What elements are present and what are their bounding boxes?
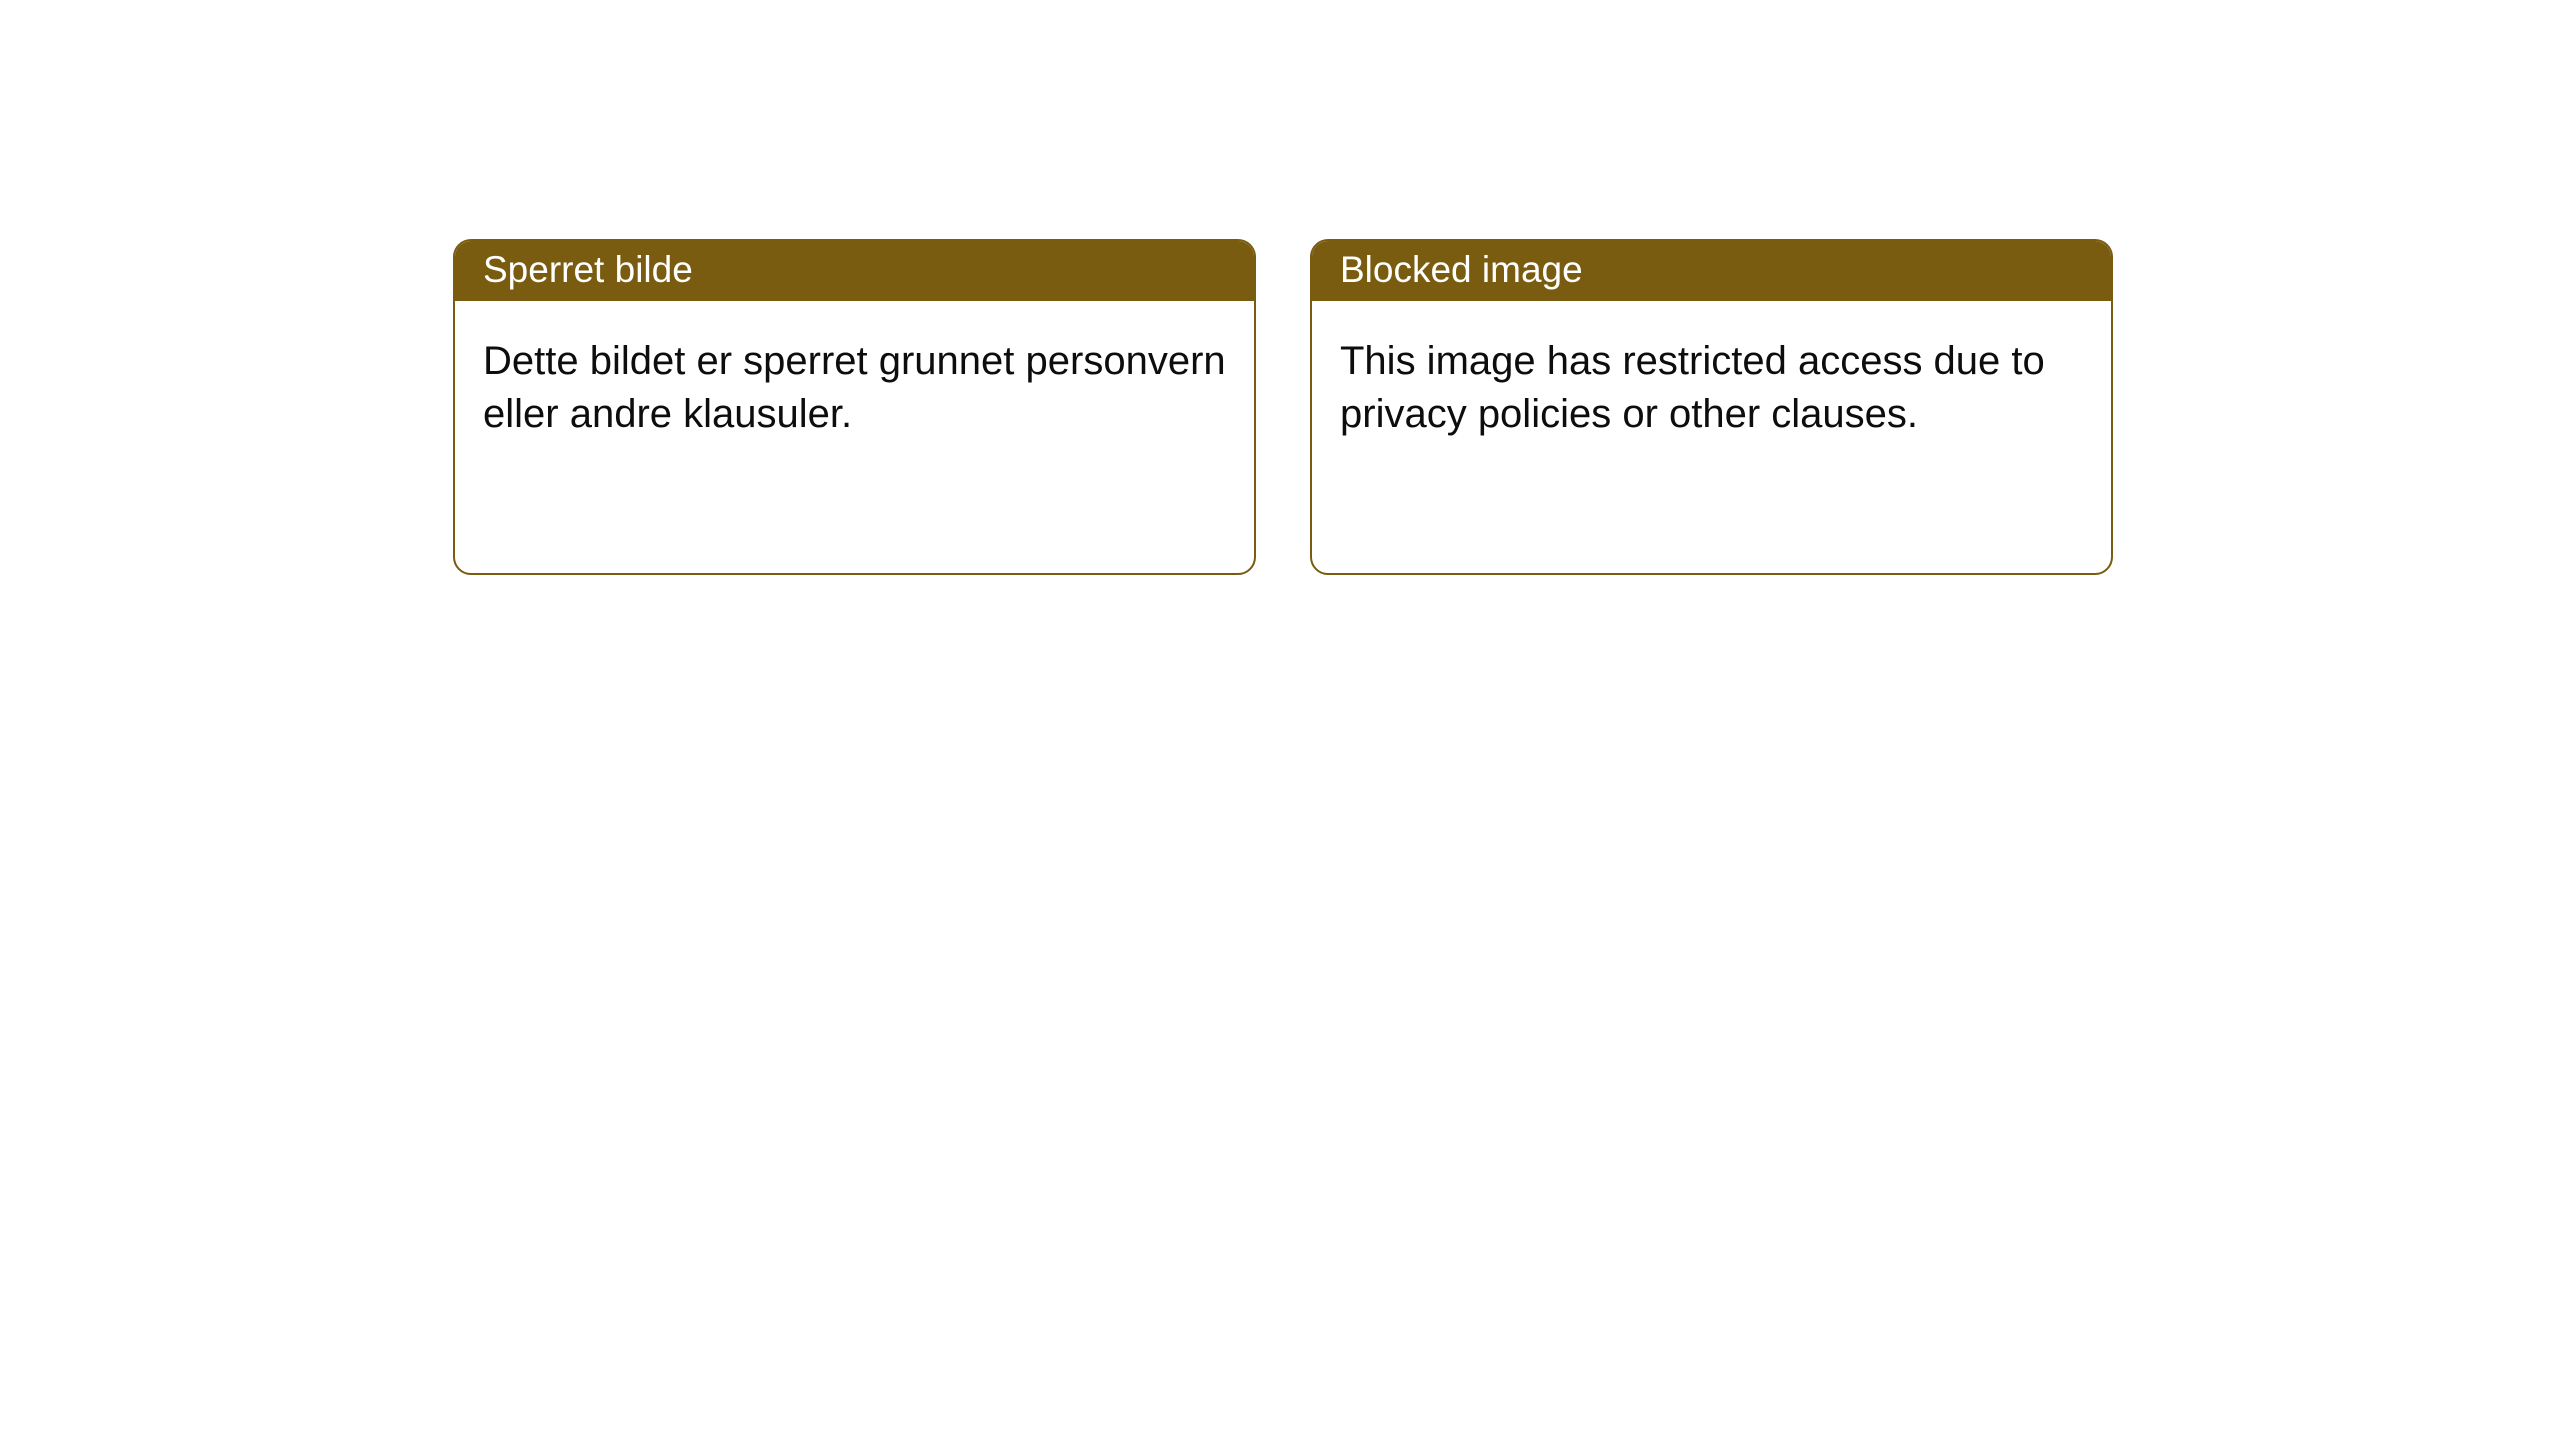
notice-card-body: Dette bildet er sperret grunnet personve…	[455, 301, 1254, 469]
notice-card-title: Sperret bilde	[455, 241, 1254, 301]
notice-card-body: This image has restricted access due to …	[1312, 301, 2111, 469]
notice-card-english: Blocked image This image has restricted …	[1310, 239, 2113, 575]
notice-cards-row: Sperret bilde Dette bildet er sperret gr…	[0, 0, 2560, 575]
notice-card-title: Blocked image	[1312, 241, 2111, 301]
notice-card-norwegian: Sperret bilde Dette bildet er sperret gr…	[453, 239, 1256, 575]
